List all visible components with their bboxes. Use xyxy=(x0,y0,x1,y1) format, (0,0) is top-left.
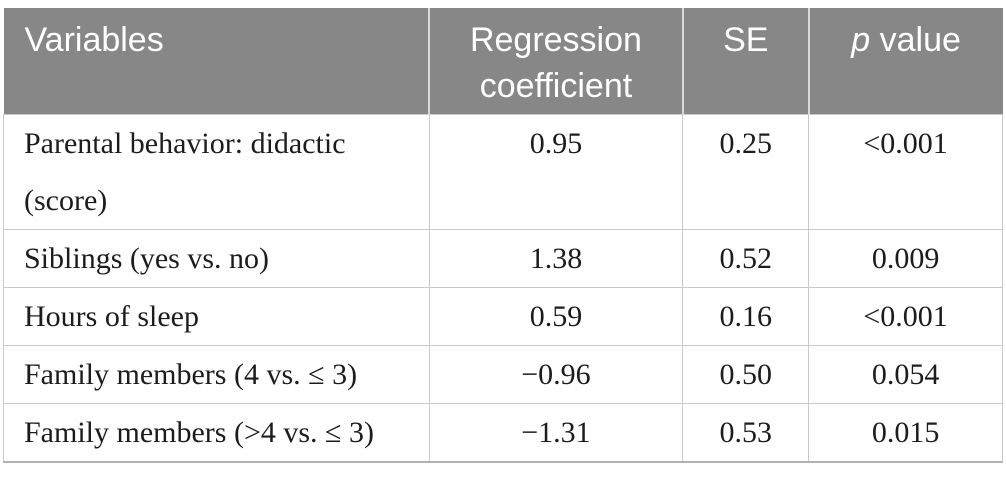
se-cell: 0.53 xyxy=(682,403,810,463)
header-p-value: p value xyxy=(808,8,1003,115)
coefficient-cell: −1.31 xyxy=(428,403,684,463)
p-value-cell: 0.054 xyxy=(808,345,1003,404)
p-value-cell: 0.015 xyxy=(808,403,1003,463)
variable-cell: Siblings (yes vs. no) xyxy=(3,229,430,288)
coefficient-cell: 1.38 xyxy=(428,229,684,288)
p-value-italic-p: p xyxy=(851,21,871,59)
p-value-cell: 0.009 xyxy=(808,229,1003,288)
coefficient-cell: 0.95 xyxy=(428,114,684,230)
header-se: SE xyxy=(682,8,810,115)
se-cell: 0.52 xyxy=(682,229,810,288)
regression-results-table: Variables Regression coefficient SE p va… xyxy=(3,8,1003,463)
table-row: Family members (>4 vs. ≤ 3) −1.31 0.53 0… xyxy=(3,403,1003,463)
p-value-rest: value xyxy=(870,21,961,59)
se-cell: 0.16 xyxy=(682,287,810,346)
variable-cell: Family members (4 vs. ≤ 3) xyxy=(3,345,430,404)
coefficient-cell: −0.96 xyxy=(428,345,684,404)
header-row: Variables Regression coefficient SE p va… xyxy=(3,8,1003,115)
p-value-cell: <0.001 xyxy=(808,287,1003,346)
table-row: Parental behavior: didactic (score) 0.95… xyxy=(3,114,1003,230)
variable-cell: Parental behavior: didactic (score) xyxy=(3,114,430,230)
se-cell: 0.50 xyxy=(682,345,810,404)
table-row: Hours of sleep 0.59 0.16 <0.001 xyxy=(3,287,1003,346)
p-value-cell: <0.001 xyxy=(808,114,1003,230)
header-regression-coefficient: Regression coefficient xyxy=(429,8,684,115)
table-row: Family members (4 vs. ≤ 3) −0.96 0.50 0.… xyxy=(3,345,1003,404)
coefficient-cell: 0.59 xyxy=(428,287,684,346)
variable-cell: Family members (>4 vs. ≤ 3) xyxy=(3,403,430,463)
table-row: Siblings (yes vs. no) 1.38 0.52 0.009 xyxy=(3,229,1003,288)
variable-cell: Hours of sleep xyxy=(3,287,430,346)
header-variables: Variables xyxy=(3,8,431,115)
se-cell: 0.25 xyxy=(682,114,810,230)
